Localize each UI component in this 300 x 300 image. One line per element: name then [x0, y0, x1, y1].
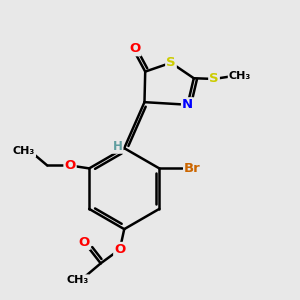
Text: N: N	[182, 98, 193, 111]
Text: O: O	[129, 42, 140, 55]
Text: H: H	[113, 140, 122, 153]
Text: S: S	[166, 56, 176, 69]
Text: CH₃: CH₃	[66, 275, 88, 285]
Text: O: O	[64, 159, 76, 172]
Text: CH₃: CH₃	[13, 146, 35, 157]
Text: S: S	[209, 73, 219, 85]
Text: O: O	[79, 236, 90, 249]
Text: CH₃: CH₃	[229, 71, 251, 81]
Text: Br: Br	[184, 162, 201, 175]
Text: O: O	[114, 243, 125, 256]
